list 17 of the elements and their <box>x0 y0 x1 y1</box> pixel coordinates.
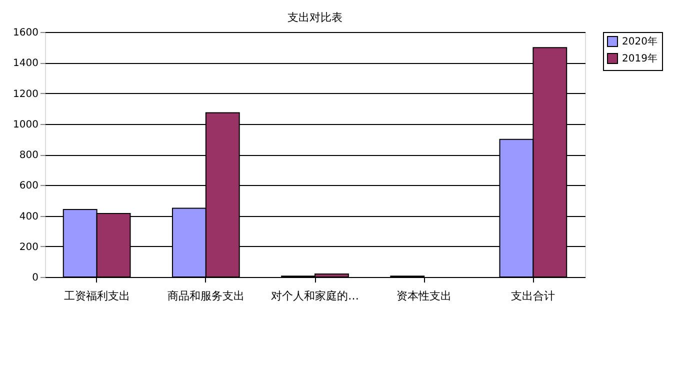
y-tick-label: 200 <box>19 242 38 253</box>
y-tick-label: 400 <box>19 211 38 222</box>
y-tick-label: 1400 <box>13 58 38 70</box>
y-tick-label: 800 <box>19 150 38 161</box>
x-tick-label: 对个人和家庭的… <box>271 290 359 302</box>
x-tick-label: 支出合计 <box>511 290 556 302</box>
y-tick-label: 600 <box>19 180 38 192</box>
y-tick-label: 1000 <box>13 119 38 130</box>
x-tick-label: 资本性支出 <box>396 290 452 302</box>
y-tick-label: 1600 <box>13 28 38 38</box>
legend-label: 2019年 <box>622 52 658 64</box>
chart-title: 支出对比表 <box>288 11 342 24</box>
y-tick-label: 0 <box>32 272 38 284</box>
legend-label: 2020年 <box>622 36 658 48</box>
x-tick-label: 商品和服务支出 <box>167 290 244 302</box>
x-tick-label: 工资福利支出 <box>64 290 130 302</box>
y-tick-label: 1200 <box>13 88 38 100</box>
